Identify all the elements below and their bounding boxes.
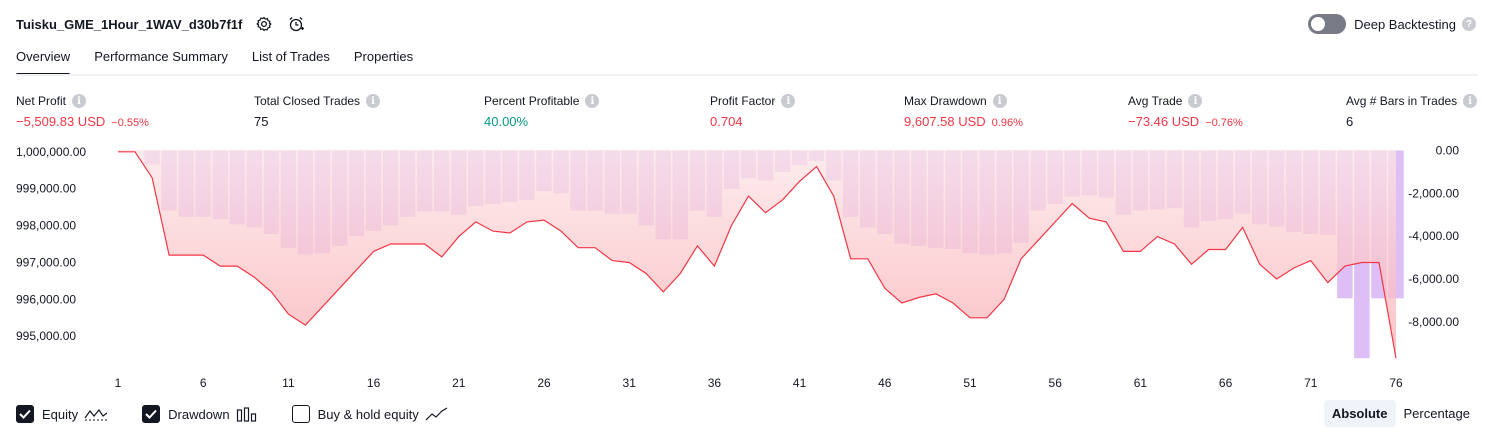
right-axis-tick-label: -8,000.00 [1408,315,1459,329]
x-axis-tick-label: 76 [1389,376,1403,390]
right-axis-tick-label: 0.00 [1436,144,1460,158]
help-icon[interactable]: ? [1462,17,1476,31]
deep-backtesting-toggle[interactable] [1308,14,1347,34]
metric-sub-value: 0.96% [991,117,1023,129]
metric-avg-bars: Avg # Bars in Trades i 6 [1346,94,1478,129]
info-icon[interactable]: i [781,94,796,108]
metric-label: Total Closed Trades [254,94,361,108]
x-axis-tick-label: 21 [452,376,466,390]
metric-label: Max Drawdown [904,94,987,108]
legend-label: Equity [42,406,79,422]
x-axis-tick-label: 61 [1134,376,1148,390]
left-axis-tick-label: 998,000.00 [16,219,76,233]
legend-label: Buy & hold equity [317,406,419,422]
info-icon[interactable]: i [72,94,87,108]
tab-list-of-trades[interactable]: List of Trades [251,49,330,64]
alarm-clock-add-icon[interactable] [286,14,306,34]
metric-label: Profit Factor [710,94,776,108]
strategy-name: Tuisku_GME_1Hour_1WAV_d30b7f1f [16,16,243,32]
x-axis-tick-label: 46 [878,376,892,390]
percentage-button[interactable]: Percentage [1403,406,1471,421]
x-axis-tick-label: 6 [200,376,207,390]
left-axis-tick-label: 997,000.00 [16,256,76,270]
tab-properties[interactable]: Properties [353,49,414,64]
report-tabs: Overview Performance Summary List of Tra… [16,46,437,76]
left-axis-tick-label: 1,000,000.00 [16,145,86,159]
chart-legend: Equity Drawdown Buy & hold equity [16,403,483,425]
metric-avg-trade: Avg Trade i −73.46 USD −0.76% [1128,94,1243,129]
equity-drawdown-chart[interactable]: 1,000,000.00 999,000.00 998,000.00 997,000.… [0,136,1494,396]
legend-equity[interactable]: Equity [16,405,108,423]
settings-gear-icon[interactable] [254,14,274,34]
equity-line-icon [84,406,108,422]
metric-sub-value: −0.76% [1205,117,1243,129]
x-axis-tick-label: 11 [282,376,295,390]
equity-line[interactable] [118,151,1397,359]
metric-sub-value: −0.55% [111,117,149,129]
legend-drawdown[interactable]: Drawdown [142,405,257,423]
metric-value: 75 [254,114,269,129]
metric-value: 9,607.58 USD [904,114,986,129]
equity-checkbox[interactable] [16,405,34,423]
left-axis-tick-label: 996,000.00 [16,292,76,306]
metric-value: 0.704 [710,114,743,129]
equity-area [118,150,1396,359]
x-axis-tick-label: 16 [367,376,381,390]
info-icon[interactable]: i [992,94,1007,108]
metric-value: 6 [1346,114,1354,129]
x-axis-tick-label: 51 [963,376,977,390]
buy-hold-line-icon [425,406,449,422]
metric-label: Percent Profitable [484,94,580,108]
x-axis-tick-label: 66 [1219,376,1233,390]
right-axis-tick-label: -6,000.00 [1408,272,1459,286]
metric-value: 40.00% [484,114,529,129]
metrics-row: Net Profit i −5,509.83 USD −0.55% Total Cl… [16,94,1478,134]
metric-value: −73.46 USD [1128,114,1200,129]
metric-net-profit: Net Profit i −5,509.83 USD −0.55% [16,94,149,129]
drawdown-bars-icon [236,406,258,422]
metric-total-closed-trades: Total Closed Trades i 75 [254,94,381,129]
left-axis-tick-label: 999,000.00 [16,182,76,196]
metric-max-drawdown: Max Drawdown i 9,607.58 USD 0.96% [904,94,1023,129]
absolute-button[interactable]: Absolute [1323,400,1396,427]
value-mode-switch: Absolute Percentage [1323,400,1478,427]
deep-backtesting: Deep Backtesting ? [1308,13,1476,35]
metric-label: Avg Trade [1128,94,1183,108]
x-axis-tick-label: 71 [1304,376,1318,390]
metric-label: Net Profit [16,94,67,108]
strategy-header: Tuisku_GME_1Hour_1WAV_d30b7f1f [16,12,306,36]
info-icon[interactable]: i [585,94,600,108]
metric-label: Avg # Bars in Trades [1346,94,1458,108]
toggle-knob [1311,17,1326,31]
legend-buy-hold[interactable]: Buy & hold equity [291,405,449,423]
x-axis-tick-label: 31 [623,376,637,390]
tabs-divider [16,74,1478,76]
x-axis-tick-label: 26 [537,376,551,390]
right-axis-tick-label: -2,000.00 [1408,186,1459,200]
info-icon[interactable]: i [366,94,381,108]
x-axis-tick-label: 41 [793,376,807,390]
info-icon[interactable]: i [1188,94,1203,108]
right-axis-tick-label: -4,000.00 [1408,229,1459,243]
info-icon[interactable]: i [1463,94,1478,108]
metric-percent-profitable: Percent Profitable i 40.00% [484,94,600,129]
tab-performance-summary[interactable]: Performance Summary [94,49,228,64]
x-axis-tick-label: 56 [1049,376,1063,390]
deep-backtesting-label: Deep Backtesting [1354,16,1456,32]
metric-value: −5,509.83 USD [16,114,106,129]
left-axis-tick-label: 995,000.00 [16,329,76,343]
metric-profit-factor: Profit Factor i 0.704 [710,94,796,129]
legend-label: Drawdown [168,406,230,422]
x-axis-tick-label: 36 [708,376,722,390]
drawdown-checkbox[interactable] [142,405,161,423]
tab-overview[interactable]: Overview [16,46,71,76]
x-axis-tick-label: 1 [115,376,122,390]
buy-hold-checkbox[interactable] [291,405,310,423]
